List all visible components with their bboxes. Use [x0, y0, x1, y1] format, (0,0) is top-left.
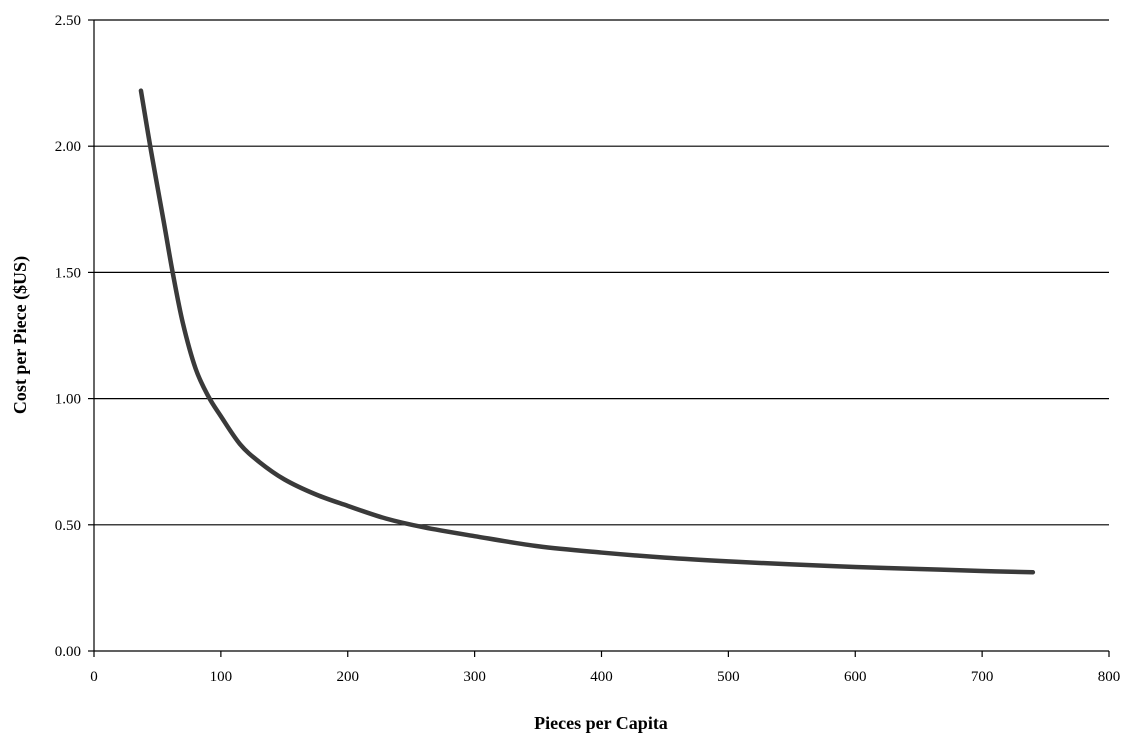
x-axis-title: Pieces per Capita	[534, 713, 668, 733]
y-axis-title: Cost per Piece ($US)	[10, 256, 31, 414]
tick-labels: 0.00 0.50 1.00 1.50 2.00 2.50 0 100 200 300 400 500…	[55, 13, 1121, 685]
x-tick-label: 400	[590, 669, 613, 685]
x-tick-label: 300	[463, 669, 486, 685]
axes	[88, 19, 1110, 657]
y-tick-label: 0.00	[55, 644, 81, 660]
y-tick-label: 1.50	[55, 265, 81, 281]
series	[138, 88, 1036, 575]
x-tick-label: 100	[210, 669, 233, 685]
x-tick-label: 0	[90, 669, 98, 685]
gridlines	[94, 19, 1109, 526]
x-tick-label: 700	[971, 669, 994, 685]
y-tick-label: 2.00	[55, 139, 81, 155]
x-tick-label: 200	[337, 669, 360, 685]
y-tick-label: 1.00	[55, 392, 81, 408]
x-tick-label: 800	[1098, 669, 1121, 685]
series-line-0	[138, 88, 1036, 575]
x-tick-label: 600	[844, 669, 867, 685]
y-tick-label: 2.50	[55, 13, 81, 29]
x-tick-label: 500	[717, 669, 740, 685]
y-tick-label: 0.50	[55, 518, 81, 534]
